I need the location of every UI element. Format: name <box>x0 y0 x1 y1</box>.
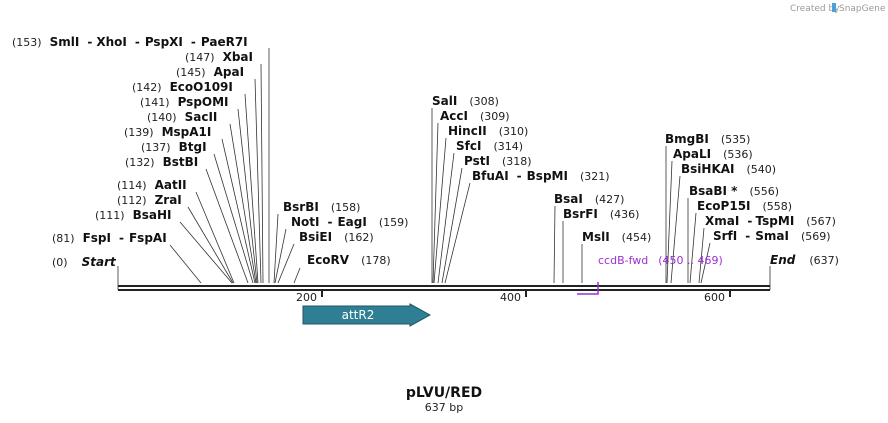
site-label-hincii[interactable]: HincII (310) <box>448 124 528 138</box>
leader-line-ecoo109i <box>244 93 259 284</box>
primer-arrow[interactable] <box>577 282 599 295</box>
tick-label-400: 400 <box>500 291 521 304</box>
site-label-pspomi[interactable]: (141) PspOMI <box>140 95 229 109</box>
site-label-acci[interactable]: AccI (309) <box>440 109 510 123</box>
primer-range: (450 .. 469) <box>658 254 723 267</box>
leader-line-bsihkai <box>670 175 681 284</box>
site-label-smli[interactable]: (153) SmlI - XhoI - PspXI - PaeR7I <box>12 35 248 49</box>
site-label-ecoo109i[interactable]: (142) EcoO109I <box>132 80 233 94</box>
leader-line-bsai <box>553 205 556 284</box>
site-label-ecorv[interactable]: EcoRV (178) <box>307 253 391 267</box>
credit-text: Created by <box>790 4 840 14</box>
site-label-sali[interactable]: SalI (308) <box>432 94 499 108</box>
leader-line-apai <box>254 78 262 284</box>
leader-line-ecorv <box>293 267 301 284</box>
start-label: (0) Start <box>52 255 117 269</box>
site-label-msli[interactable]: MslI (454) <box>582 230 651 244</box>
primer-name: ccdB-fwd <box>598 254 648 267</box>
site-label-fspi[interactable]: (81) FspI - FspAI <box>52 231 167 245</box>
feature-attr2-arrow[interactable] <box>302 303 432 327</box>
leader-line-psti <box>441 167 463 284</box>
site-label-bsabi[interactable]: BsaBI * (556) <box>689 184 779 198</box>
site-label-bsrfi[interactable]: BsrFI (436) <box>563 207 639 221</box>
leader-line-bsahi <box>179 221 233 284</box>
site-label-ecop15i[interactable]: EcoP15I (558) <box>697 199 792 213</box>
site-label-xmai[interactable]: XmaI - TspMI (567) <box>705 214 836 228</box>
leader-line-srfi <box>700 242 711 284</box>
site-label-bsrbi[interactable]: BsrBI (158) <box>283 200 360 214</box>
leader-line-pspomi <box>237 108 258 284</box>
site-label-bsai[interactable]: BsaI (427) <box>554 192 624 206</box>
snapgene-logo-icon <box>832 3 836 12</box>
credit-brand: SnapGene <box>839 4 886 14</box>
plasmid-name: pLVU/RED <box>406 385 482 401</box>
site-label-btgi[interactable]: (137) BtgI <box>141 140 207 154</box>
leader-line-zrai <box>187 206 234 284</box>
leader-line-mspa1i <box>221 138 256 284</box>
leader-line-ecop15i <box>689 212 697 284</box>
site-label-psti[interactable]: PstI (318) <box>464 154 532 168</box>
site-label-sacii[interactable]: (140) SacII <box>147 110 217 124</box>
leader-line-xbai <box>260 63 264 284</box>
tick-label-600: 600 <box>704 291 725 304</box>
primer-label[interactable]: ccdB-fwd (450 .. 469) <box>598 254 723 267</box>
leader-line-bsiei <box>277 243 295 284</box>
leader-line-btgi <box>213 153 254 284</box>
site-label-sfci[interactable]: SfcI (314) <box>456 139 523 153</box>
leader-line-aatii <box>195 191 235 284</box>
leader-line-noti <box>274 228 287 284</box>
leader-line-fspi <box>169 244 202 284</box>
site-label-apali[interactable]: ApaLI (536) <box>673 147 753 161</box>
leader-line-bstbi <box>205 168 249 284</box>
site-label-zrai[interactable]: (112) ZraI <box>117 193 182 207</box>
site-label-bsihkai[interactable]: BsiHKAI (540) <box>681 162 776 176</box>
site-label-aatii[interactable]: (114) AatII <box>117 178 187 192</box>
leader-line-bfuai <box>444 182 471 284</box>
site-label-bmgbi[interactable]: BmgBI (535) <box>665 132 750 146</box>
site-label-bsahi[interactable]: (111) BsaHI <box>95 208 172 222</box>
leader-line-apali <box>666 160 673 284</box>
leader-line-bsrbi <box>273 213 279 284</box>
leader-line-sacii <box>229 123 257 284</box>
site-label-bfuai[interactable]: BfuAI - BspMI (321) <box>472 169 610 183</box>
end-label: End (637) <box>770 253 839 267</box>
leader-lines <box>117 48 771 290</box>
site-label-noti[interactable]: NotI - EagI (159) <box>291 215 408 229</box>
site-label-bsiei[interactable]: BsiEI (162) <box>299 230 374 244</box>
tick-label-200: 200 <box>296 291 317 304</box>
site-label-apai[interactable]: (145) ApaI <box>176 65 244 79</box>
leader-line-sfci <box>437 152 455 284</box>
feature-attr2-label: attR2 <box>342 308 375 322</box>
leader-line-acci <box>432 122 439 284</box>
site-label-bstbi[interactable]: (132) BstBI <box>125 155 198 169</box>
leader-line-hincii <box>433 137 447 284</box>
site-label-mspa1i[interactable]: (139) MspA1I <box>124 125 211 139</box>
plasmid-length: 637 bp <box>425 401 463 414</box>
site-label-xbai[interactable]: (147) XbaI <box>185 50 253 64</box>
leader-line-xmai <box>698 227 705 284</box>
site-label-srfi[interactable]: SrfI - SmaI (569) <box>713 229 831 243</box>
